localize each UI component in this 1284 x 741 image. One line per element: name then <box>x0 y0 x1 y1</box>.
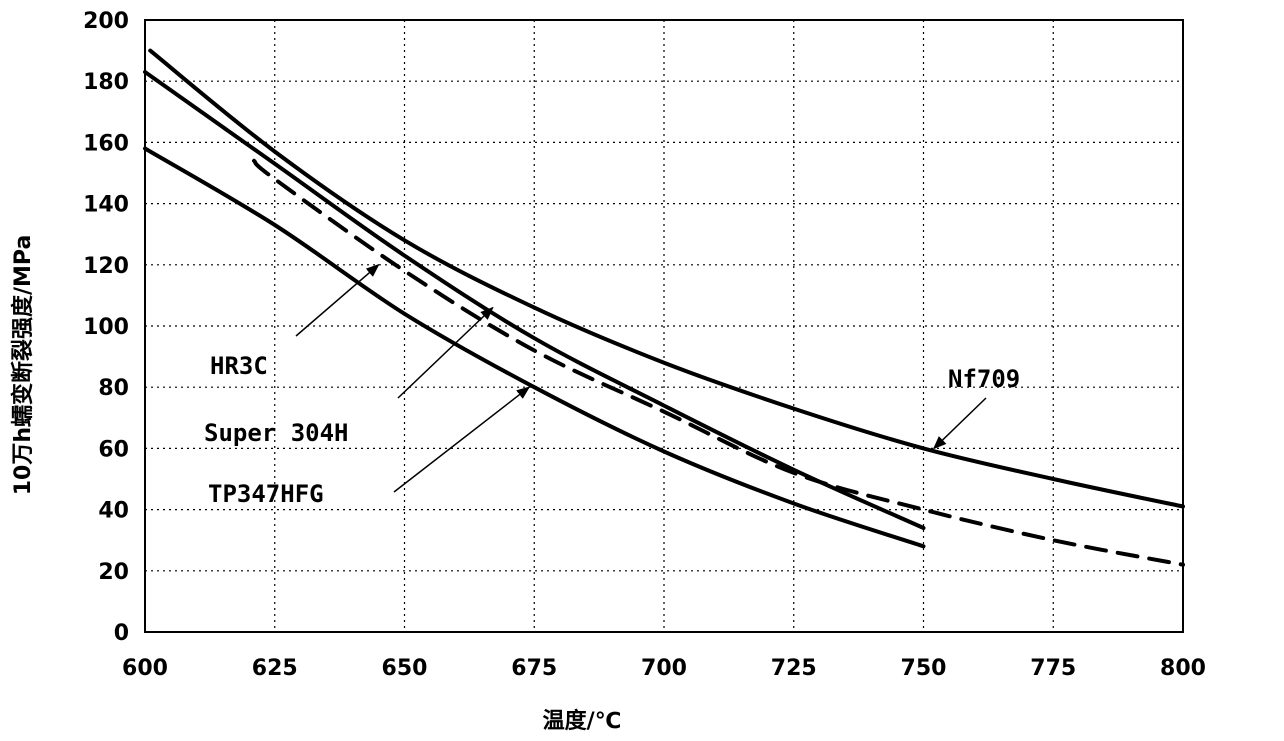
leader-arrow-tp347hfg <box>393 386 531 493</box>
y-tick-label: 140 <box>83 193 129 218</box>
y-tick-label: 200 <box>83 9 129 34</box>
x-tick-label: 775 <box>1030 656 1076 681</box>
leader-arrow-hr3c <box>295 263 380 337</box>
series-lines <box>143 48 1185 567</box>
series-line-tp347hfg <box>143 146 926 549</box>
x-tick-label: 675 <box>511 656 557 681</box>
y-tick-label: 100 <box>83 315 129 340</box>
leader-arrow-nf709 <box>932 397 987 450</box>
y-tick-label: 40 <box>98 499 129 524</box>
x-tick-label: 800 <box>1160 656 1206 681</box>
series-label-nf709: Nf709 <box>948 365 1020 393</box>
series-line-nf709 <box>148 48 1185 509</box>
y-tick-label: 180 <box>83 70 129 95</box>
series-line-hr3c <box>252 158 1185 567</box>
series-label-tp347hfg: TP347HFG <box>208 480 324 508</box>
leader-arrow-super-304h <box>397 306 494 399</box>
x-tick-label: 650 <box>382 656 428 681</box>
y-axis-title: 10万h蠕变断裂强度/MPa <box>10 235 36 496</box>
y-tick-label: 60 <box>98 437 129 462</box>
x-axis-tick-labels: 600 625 650 675 700 725 750 775 800 <box>122 656 1206 681</box>
plot-frame <box>144 19 1184 633</box>
x-axis-title: 温度/℃ <box>543 708 622 734</box>
y-tick-label: 20 <box>98 560 129 585</box>
y-axis-tick-labels: 0 20 40 60 80 100 120 140 160 180 200 <box>83 9 129 646</box>
series-line-super-304h <box>143 70 926 530</box>
x-tick-label: 725 <box>771 656 817 681</box>
y-tick-label: 120 <box>83 254 129 279</box>
y-tick-label: 160 <box>83 131 129 156</box>
y-tick-label: 80 <box>98 376 129 401</box>
series-label-super-304h: Super 304H <box>204 419 349 447</box>
x-tick-label: 700 <box>641 656 687 681</box>
x-tick-label: 625 <box>252 656 298 681</box>
series-label-hr3c: HR3C <box>210 352 268 380</box>
x-tick-label: 750 <box>901 656 947 681</box>
grid-lines <box>145 20 1183 632</box>
y-tick-label: 0 <box>114 621 129 646</box>
x-tick-label: 600 <box>122 656 168 681</box>
series-annotations: Nf709 Super 304H HR3C TP347HFG <box>204 263 1020 508</box>
